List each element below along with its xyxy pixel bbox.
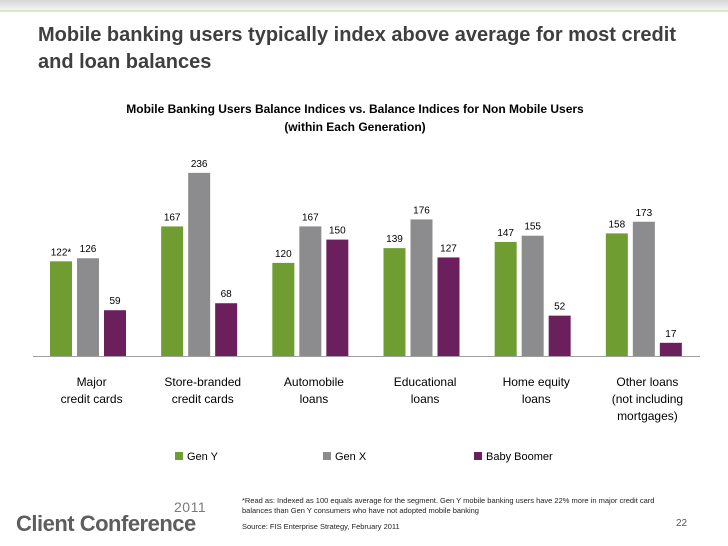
- top-bar: [0, 0, 728, 10]
- footnote: *Read as: Indexed as 100 equals average …: [242, 496, 655, 515]
- top-accent-line: [0, 10, 728, 12]
- data-label: 126: [80, 244, 97, 255]
- data-label: 52: [554, 302, 566, 313]
- category-label: Educational loans: [394, 375, 457, 406]
- bar-gen-x: [299, 226, 322, 356]
- data-label: 147: [497, 228, 514, 239]
- data-label: 68: [221, 289, 233, 300]
- bar-gen-y: [494, 241, 517, 356]
- legend-label-gen-y: Gen Y: [187, 451, 219, 463]
- category-label: Other loans (not including mortgages): [612, 375, 683, 423]
- data-label: 155: [524, 222, 541, 233]
- data-label: 122*: [51, 247, 72, 258]
- bar-gen-y: [161, 226, 184, 356]
- bar-gen-y: [272, 262, 295, 356]
- chart-title-line-2: (within Each Generation): [284, 120, 426, 134]
- bar-gen-x: [521, 235, 544, 356]
- category-label: Store-branded credit cards: [164, 375, 241, 406]
- bar-baby-boomer: [215, 303, 238, 356]
- data-label: 17: [665, 329, 677, 340]
- data-label: 127: [440, 243, 457, 254]
- conference-year: 2011: [174, 499, 207, 515]
- data-label: 120: [275, 249, 292, 260]
- data-label: 173: [635, 208, 652, 219]
- legend-label-gen-x: Gen X: [335, 451, 367, 463]
- data-label: 158: [608, 219, 625, 230]
- data-label: 236: [191, 159, 208, 170]
- legend-swatch-gen-y: [175, 452, 183, 460]
- legend-label-baby-boomer: Baby Boomer: [486, 451, 553, 463]
- bar-baby-boomer: [548, 315, 571, 356]
- data-label: 59: [109, 296, 121, 307]
- page-number: 22: [676, 518, 688, 529]
- data-label: 176: [413, 205, 430, 216]
- category-label: Major credit cards: [61, 375, 123, 406]
- bar-gen-x: [188, 172, 211, 356]
- data-label: 167: [164, 212, 181, 223]
- bar-baby-boomer: [437, 257, 460, 356]
- data-label: 167: [302, 212, 319, 223]
- legend-swatch-gen-x: [323, 452, 331, 460]
- bar-baby-boomer: [659, 342, 682, 356]
- chart-title: Mobile Banking Users Balance Indices vs.…: [100, 100, 610, 136]
- source-note: Source: FIS Enterprise Strategy, Februar…: [242, 522, 400, 531]
- bar-baby-boomer: [326, 239, 349, 356]
- chart-title-line-1: Mobile Banking Users Balance Indices vs.…: [126, 102, 584, 116]
- bar-gen-y: [50, 261, 72, 356]
- conference-logo-text: Client Conference: [16, 511, 196, 536]
- bar-gen-x: [77, 258, 99, 356]
- slide-title: Mobile banking users typically index abo…: [38, 24, 676, 73]
- legend-swatch-baby-boomer: [474, 452, 482, 460]
- bar-gen-x: [410, 219, 433, 356]
- bar-gen-y: [605, 233, 628, 356]
- data-label: 139: [386, 234, 403, 245]
- bar-gen-x: [632, 221, 655, 356]
- bar-baby-boomer: [104, 310, 126, 356]
- category-label: Home equity loans: [503, 375, 570, 406]
- category-label: Automobile loans: [284, 375, 344, 406]
- bar-gen-y: [383, 248, 406, 356]
- data-label: 150: [329, 226, 346, 237]
